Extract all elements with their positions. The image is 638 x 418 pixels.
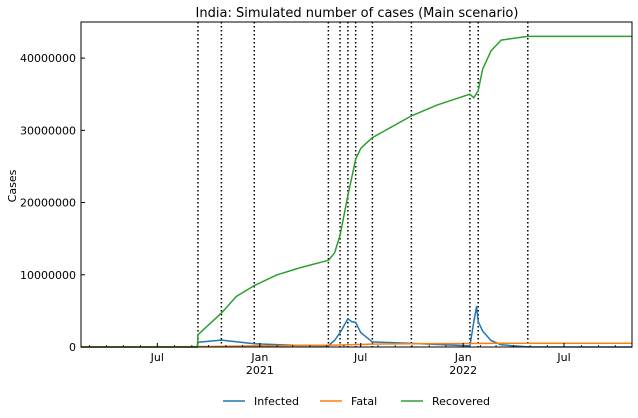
chart-title: India: Simulated number of cases (Main s… [196,6,519,21]
x-tick-label: Jan [454,351,472,364]
y-tick-label: 10000000 [20,269,76,282]
change-date-lines [197,22,529,347]
y-tick-label: 30000000 [20,124,76,137]
x-tick-year-label: 2021 [246,364,274,377]
series-line-infected [81,305,633,348]
x-tick-label: Jul [150,351,164,364]
y-tick-label: 0 [69,341,76,354]
y-axis-label: Cases [6,169,19,202]
series-line-recovered [81,35,632,348]
x-tick-label: Jul [556,351,570,364]
y-tick-label: 20000000 [20,197,76,210]
legend: Infected Fatal Recovered [223,395,490,408]
legend-label-infected: Infected [254,395,299,408]
x-tick-label: Jul [353,351,367,364]
legend-label-fatal: Fatal [351,395,377,408]
x-tick-year-label: 2022 [449,364,477,377]
plot-frame [80,21,633,348]
x-tick-label: Jan [250,351,268,364]
series-group [80,35,633,348]
y-tick-label: 40000000 [20,52,76,65]
y-axis: 0 10000000 20000000 30000000 40000000 [20,52,85,354]
legend-label-recovered: Recovered [432,395,490,408]
